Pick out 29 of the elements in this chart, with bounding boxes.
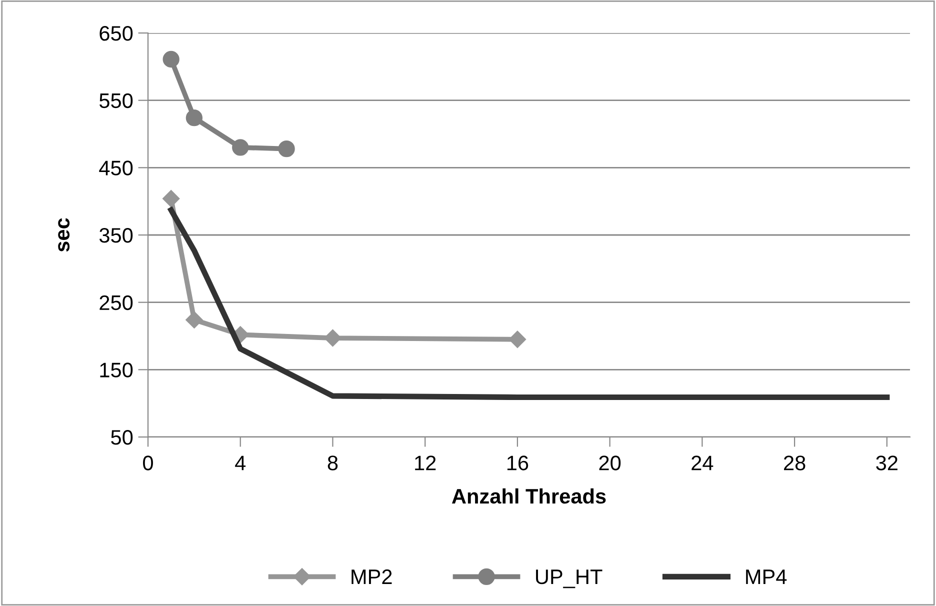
x-tick-label: 8 (328, 456, 338, 470)
legend-label: MP2 (352, 569, 392, 584)
y-tick-label: 650 (100, 26, 133, 41)
point (232, 139, 249, 156)
x-tick-label: 12 (415, 456, 436, 470)
y-tick-label: 550 (99, 93, 133, 108)
y-tick-label: 450 (99, 160, 133, 176)
x-tick-label: 32 (876, 456, 898, 470)
x-tick-label: 0 (143, 456, 153, 470)
x-axis-title: Anzahl Threads (452, 488, 606, 504)
point (186, 110, 203, 126)
x-tick-label: 28 (784, 456, 806, 470)
x-tick-label: 4 (235, 456, 246, 470)
y-tick-label: 350 (99, 228, 133, 243)
legend-label: UP_HT (536, 570, 602, 588)
point (278, 140, 295, 158)
x-tick-label: 24 (692, 456, 714, 470)
point (324, 329, 342, 347)
y-axis-title: sec (58, 218, 70, 252)
x-tick-label: 20 (599, 456, 621, 470)
point (508, 330, 526, 348)
y-tick-label: 250 (100, 295, 133, 310)
y-tick-label: 150 (100, 362, 133, 378)
x-tick-label: 16 (507, 456, 528, 470)
point (162, 50, 180, 68)
legend-label: MP4 (746, 570, 787, 584)
y-tick-label: 50 (111, 430, 133, 445)
point (186, 311, 203, 328)
point (162, 190, 180, 208)
